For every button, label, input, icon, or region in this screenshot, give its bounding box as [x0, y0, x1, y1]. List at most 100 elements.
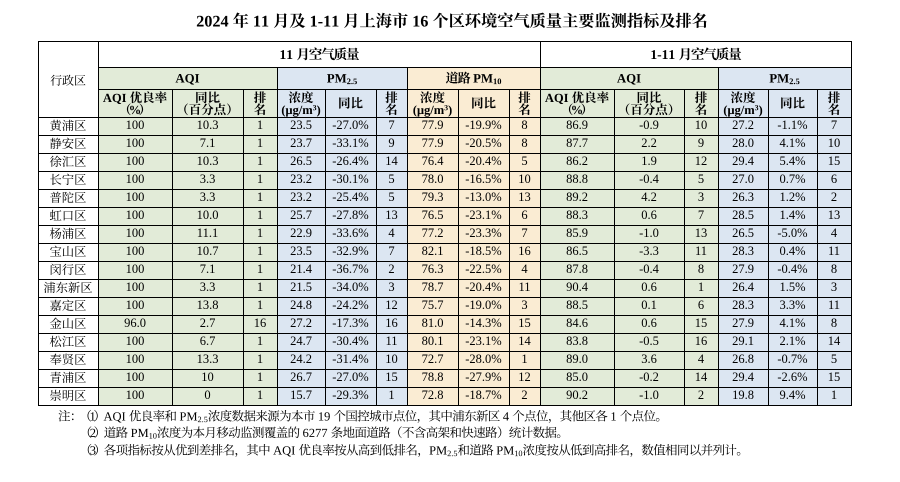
svg-text:14: 14 — [385, 154, 398, 168]
svg-text:-32.9%: -32.9% — [332, 244, 368, 258]
svg-text:-27.0%: -27.0% — [332, 118, 368, 132]
svg-text:16: 16 — [385, 316, 398, 330]
svg-text:28.3: 28.3 — [732, 298, 754, 312]
svg-text:100: 100 — [126, 208, 145, 222]
svg-text:5: 5 — [698, 172, 704, 186]
svg-text:-0.4: -0.4 — [639, 172, 660, 186]
svg-text:25.7: 25.7 — [290, 208, 312, 222]
svg-text:23.2: 23.2 — [290, 172, 312, 186]
svg-text:4.1%: 4.1% — [779, 136, 805, 150]
svg-text:72.8: 72.8 — [422, 388, 444, 402]
svg-text:4: 4 — [521, 262, 528, 276]
svg-text:-0.9: -0.9 — [639, 118, 659, 132]
svg-text:7: 7 — [521, 226, 527, 240]
svg-text:4.2: 4.2 — [641, 190, 657, 204]
svg-text:-16.5%: -16.5% — [465, 172, 501, 186]
svg-text:26.7: 26.7 — [290, 370, 312, 384]
svg-text:21.5: 21.5 — [290, 280, 312, 294]
svg-text:29.1: 29.1 — [732, 334, 754, 348]
svg-text:89.2: 89.2 — [566, 190, 588, 204]
svg-text:9: 9 — [698, 136, 704, 150]
svg-text:0.6: 0.6 — [641, 316, 657, 330]
svg-text:8: 8 — [521, 118, 527, 132]
svg-text:3: 3 — [698, 190, 704, 204]
svg-text:1: 1 — [257, 190, 263, 204]
svg-text:80.1: 80.1 — [422, 334, 444, 348]
svg-text:1.9: 1.9 — [641, 154, 657, 168]
svg-text:-19.0%: -19.0% — [465, 298, 501, 312]
svg-text:16: 16 — [695, 334, 708, 348]
svg-text:23.5: 23.5 — [290, 244, 312, 258]
svg-text:-23.3%: -23.3% — [465, 226, 501, 240]
svg-text:1: 1 — [257, 172, 263, 186]
svg-text:1: 1 — [257, 136, 263, 150]
svg-text:21.4: 21.4 — [290, 262, 313, 276]
svg-text:11: 11 — [828, 298, 840, 312]
svg-text:-24.2%: -24.2% — [332, 298, 368, 312]
svg-text:0.6: 0.6 — [641, 208, 657, 222]
svg-text:5.4%: 5.4% — [779, 154, 805, 168]
svg-text:-30.4%: -30.4% — [332, 334, 368, 348]
svg-text:-19.9%: -19.9% — [465, 118, 501, 132]
svg-text:3: 3 — [388, 280, 394, 294]
svg-text:10: 10 — [385, 352, 398, 366]
svg-text:3.3: 3.3 — [200, 190, 216, 204]
svg-text:76.5: 76.5 — [422, 208, 444, 222]
svg-text:-13.0%: -13.0% — [465, 190, 501, 204]
svg-text:9.4%: 9.4% — [779, 388, 805, 402]
svg-text:13: 13 — [828, 208, 841, 222]
svg-text:87.8: 87.8 — [566, 262, 588, 276]
svg-text:23.7: 23.7 — [290, 136, 312, 150]
svg-text:-5.0%: -5.0% — [777, 226, 807, 240]
svg-text:-30.1%: -30.1% — [332, 172, 368, 186]
svg-text:3.6: 3.6 — [641, 352, 657, 366]
svg-text:-33.6%: -33.6% — [332, 226, 368, 240]
svg-text:7: 7 — [831, 118, 837, 132]
svg-text:100: 100 — [126, 154, 145, 168]
svg-text:100: 100 — [126, 226, 145, 240]
svg-text:78.0: 78.0 — [422, 172, 444, 186]
svg-text:-20.4%: -20.4% — [465, 154, 501, 168]
svg-text:1: 1 — [257, 226, 263, 240]
svg-text:10: 10 — [201, 370, 214, 384]
svg-text:4: 4 — [698, 352, 705, 366]
svg-text:11: 11 — [828, 244, 840, 258]
svg-text:-23.1%: -23.1% — [465, 334, 501, 348]
svg-text:6: 6 — [831, 172, 837, 186]
svg-text:5: 5 — [388, 172, 394, 186]
svg-text:8: 8 — [698, 262, 704, 276]
svg-text:26.4: 26.4 — [732, 280, 755, 294]
svg-text:10.7: 10.7 — [197, 244, 219, 258]
svg-text:-0.4%: -0.4% — [777, 262, 807, 276]
svg-text:1: 1 — [257, 244, 263, 258]
svg-text:3: 3 — [521, 298, 527, 312]
svg-text:84.6: 84.6 — [566, 316, 588, 330]
svg-text:0.1: 0.1 — [641, 298, 657, 312]
svg-text:90.2: 90.2 — [566, 388, 588, 402]
svg-text:2: 2 — [831, 190, 837, 204]
svg-text:86.5: 86.5 — [566, 244, 588, 258]
svg-text:-27.9%: -27.9% — [465, 370, 501, 384]
svg-text:27.9: 27.9 — [732, 262, 754, 276]
svg-text:24.7: 24.7 — [290, 334, 312, 348]
svg-text:12: 12 — [695, 154, 708, 168]
svg-text:-2.6%: -2.6% — [777, 370, 807, 384]
svg-text:27.9: 27.9 — [732, 316, 754, 330]
svg-text:10: 10 — [518, 172, 531, 186]
svg-text:26.3: 26.3 — [732, 190, 754, 204]
svg-text:14: 14 — [828, 334, 841, 348]
svg-text:15: 15 — [828, 154, 841, 168]
svg-text:15: 15 — [518, 316, 531, 330]
svg-text:87.7: 87.7 — [566, 136, 588, 150]
svg-text:1: 1 — [257, 388, 263, 402]
svg-text:96.0: 96.0 — [124, 316, 146, 330]
svg-text:100: 100 — [126, 352, 145, 366]
svg-text:-27.0%: -27.0% — [332, 370, 368, 384]
svg-text:13: 13 — [518, 190, 531, 204]
svg-text:81.0: 81.0 — [422, 316, 444, 330]
svg-text:1: 1 — [257, 370, 263, 384]
svg-text:-1.1%: -1.1% — [777, 118, 807, 132]
svg-text:85.9: 85.9 — [566, 226, 588, 240]
svg-text:75.7: 75.7 — [422, 298, 444, 312]
svg-text:0.7%: 0.7% — [779, 172, 805, 186]
